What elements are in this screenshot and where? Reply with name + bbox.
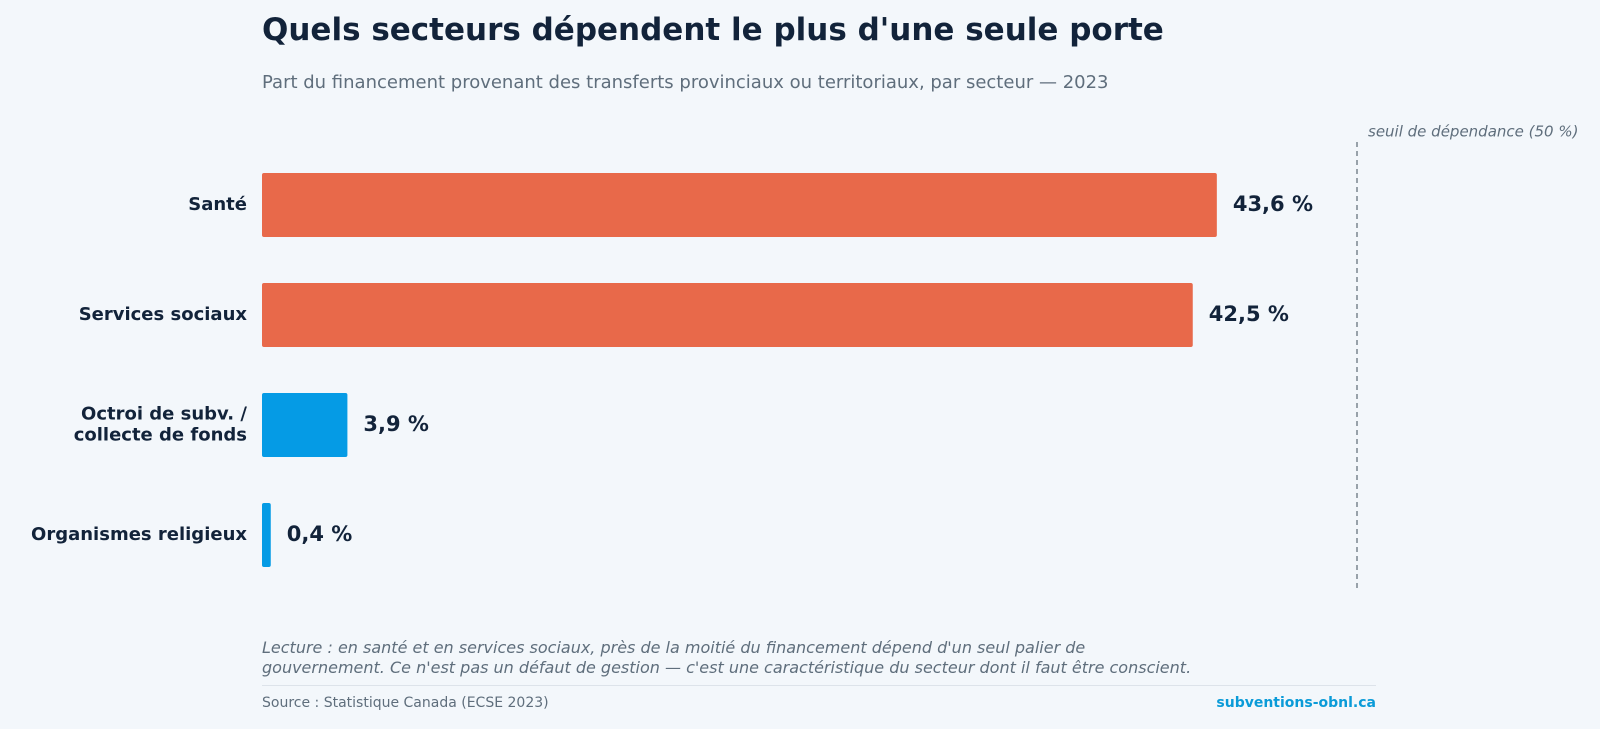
value-label: 0,4 % bbox=[287, 522, 353, 546]
divider bbox=[262, 685, 1376, 686]
y-tick-label: Santé bbox=[188, 194, 247, 215]
brand: subventions-obnl.ca bbox=[1216, 695, 1376, 711]
y-tick-label: Services sociaux bbox=[79, 304, 248, 325]
value-label: 43,6 % bbox=[1233, 192, 1313, 216]
bar bbox=[262, 503, 271, 567]
source: Source : Statistique Canada (ECSE 2023) bbox=[262, 695, 549, 711]
y-tick-label: Organismes religieux bbox=[31, 524, 247, 545]
bar bbox=[262, 283, 1193, 347]
bar bbox=[262, 393, 348, 457]
y-tick-label: Octroi de subv. / collecte de fonds bbox=[74, 404, 248, 446]
chart-title: Quels secteurs dépendent le plus d'une s… bbox=[262, 12, 1164, 48]
bar bbox=[262, 173, 1217, 237]
value-label: 3,9 % bbox=[363, 412, 429, 436]
value-label: 42,5 % bbox=[1209, 302, 1289, 326]
note: Lecture : en santé et en services sociau… bbox=[262, 638, 1192, 677]
threshold-label: seuil de dépendance (50 %) bbox=[1368, 123, 1578, 141]
chart-subtitle: Part du financement provenant des transf… bbox=[262, 72, 1109, 93]
